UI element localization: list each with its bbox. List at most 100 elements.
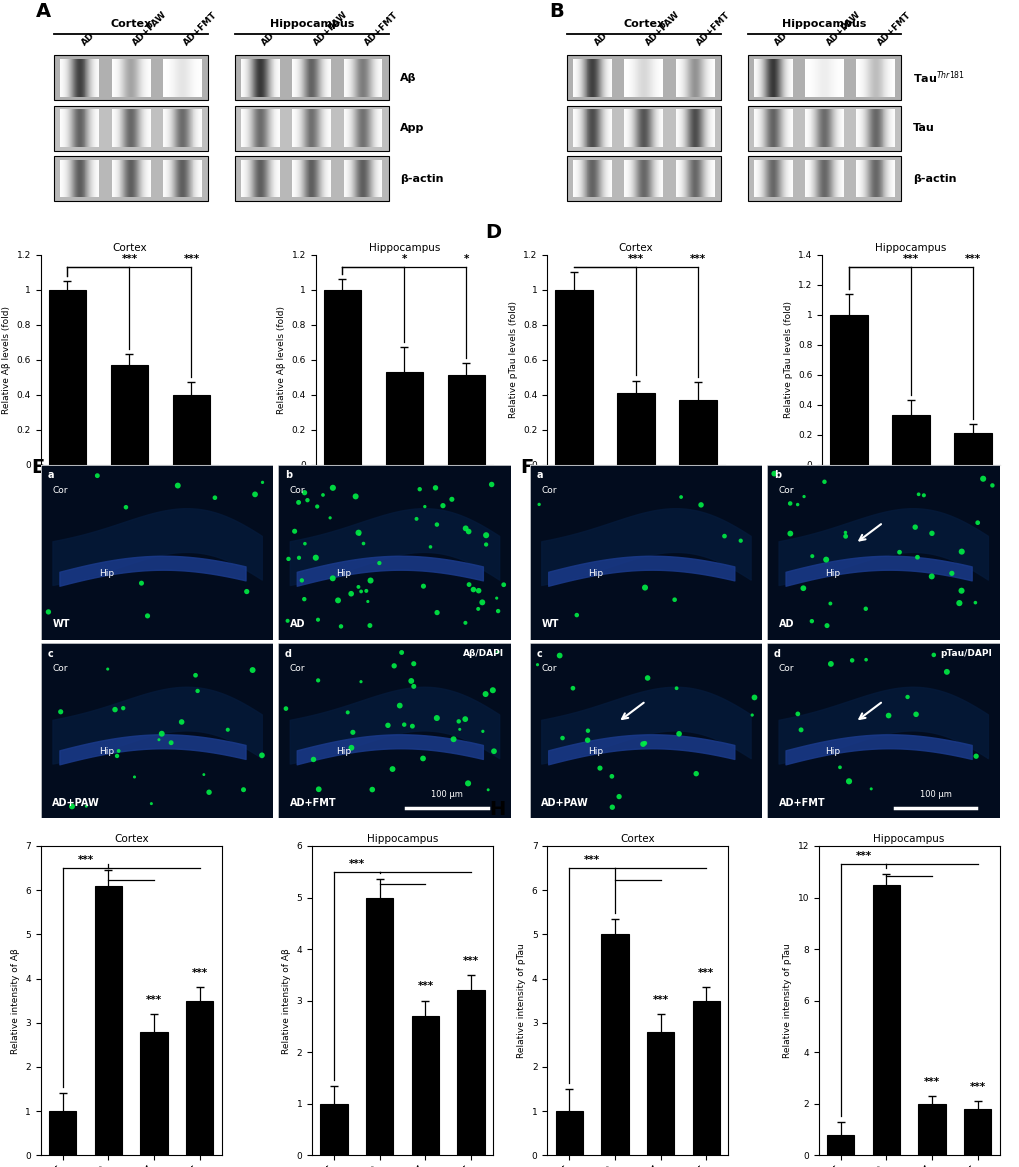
Text: AD+PAW: AD+PAW [312, 9, 350, 47]
Point [603, 798, 620, 817]
Bar [323, 289, 361, 464]
Text: ***: *** [584, 855, 599, 865]
Point [966, 593, 982, 612]
Point [406, 677, 422, 696]
Y-axis label: Relative Aβ levels (fold): Relative Aβ levels (fold) [277, 306, 285, 414]
Text: AD+FMT: AD+FMT [289, 798, 336, 808]
Point [408, 510, 424, 529]
Point [531, 495, 547, 513]
Text: B: B [548, 2, 564, 21]
Point [489, 602, 505, 621]
Point [815, 473, 832, 491]
Text: H: H [489, 799, 505, 818]
Point [907, 705, 923, 724]
Point [591, 759, 607, 777]
Point [477, 685, 493, 704]
Point [474, 593, 490, 612]
Point [899, 687, 915, 706]
Title: Hippocampus: Hippocampus [874, 243, 946, 252]
Point [579, 731, 595, 749]
Point [117, 498, 133, 517]
Point [445, 729, 462, 748]
Text: AD+FMT: AD+FMT [875, 11, 912, 47]
Text: F: F [520, 457, 533, 476]
Text: ***: *** [964, 253, 980, 264]
Point [765, 464, 782, 483]
Point [915, 485, 931, 504]
Text: Hip: Hip [587, 568, 602, 578]
Bar [892, 415, 928, 464]
Bar [600, 935, 628, 1155]
Text: AD+PAW: AD+PAW [541, 798, 588, 808]
Point [795, 579, 811, 598]
Point [415, 576, 431, 595]
Title: Hippocampus: Hippocampus [872, 833, 944, 844]
Point [732, 531, 748, 550]
Text: a: a [536, 470, 542, 480]
Point [362, 571, 378, 589]
Point [553, 728, 570, 747]
Point [169, 476, 185, 495]
Text: AD+PAW: AD+PAW [823, 9, 861, 47]
Point [219, 720, 235, 739]
Point [634, 735, 650, 754]
Text: AD+PAW: AD+PAW [643, 9, 681, 47]
Text: c: c [536, 649, 542, 658]
Bar [185, 1000, 213, 1155]
Text: AD+FMT: AD+FMT [777, 798, 824, 808]
Point [443, 490, 460, 509]
Point [478, 536, 494, 554]
Y-axis label: Relative intensity of pTau: Relative intensity of pTau [783, 943, 791, 1058]
Text: pTau/DAPI: pTau/DAPI [940, 649, 991, 657]
Point [196, 766, 212, 784]
Point [943, 564, 959, 582]
Point [460, 774, 476, 792]
Text: ***: *** [628, 254, 643, 264]
Point [391, 697, 408, 715]
Point [969, 513, 985, 532]
Text: a: a [48, 470, 54, 480]
Text: ***: *** [902, 253, 918, 264]
Point [154, 725, 170, 743]
Point [458, 519, 474, 538]
Text: Cor: Cor [52, 664, 68, 673]
Point [803, 612, 819, 630]
Text: Aβ/DAPI: Aβ/DAPI [463, 649, 503, 657]
Text: Hippocampus: Hippocampus [782, 19, 866, 29]
Point [461, 575, 477, 594]
Text: ***: *** [689, 254, 705, 264]
Title: Cortex: Cortex [620, 833, 654, 844]
Point [908, 547, 924, 566]
Point [818, 616, 835, 635]
Text: Cor: Cor [777, 664, 793, 673]
Bar [555, 289, 592, 464]
Point [610, 788, 627, 806]
Text: ***: *** [923, 1077, 940, 1086]
Bar [49, 1111, 76, 1155]
Point [187, 666, 204, 685]
Point [343, 739, 360, 757]
Bar [95, 886, 122, 1155]
Text: d: d [773, 649, 781, 658]
Text: AD+PAW: AD+PAW [52, 798, 100, 808]
Point [297, 534, 313, 553]
Text: AD+FMT: AD+FMT [182, 11, 219, 47]
Point [415, 749, 431, 768]
Point [245, 661, 261, 679]
Point [746, 689, 762, 707]
Bar [457, 991, 484, 1155]
Bar [447, 376, 484, 464]
Point [565, 679, 581, 698]
Text: AD: AD [592, 30, 608, 47]
Point [743, 706, 759, 725]
Point [133, 574, 150, 593]
Y-axis label: Relative intensity of Aβ: Relative intensity of Aβ [11, 948, 19, 1054]
Bar [54, 106, 208, 151]
Point [115, 699, 131, 718]
Text: d: d [285, 649, 291, 658]
Point [280, 550, 297, 568]
Point [795, 487, 811, 505]
Point [857, 600, 873, 619]
Point [353, 582, 369, 601]
Text: AD+FMT: AD+FMT [363, 11, 399, 47]
